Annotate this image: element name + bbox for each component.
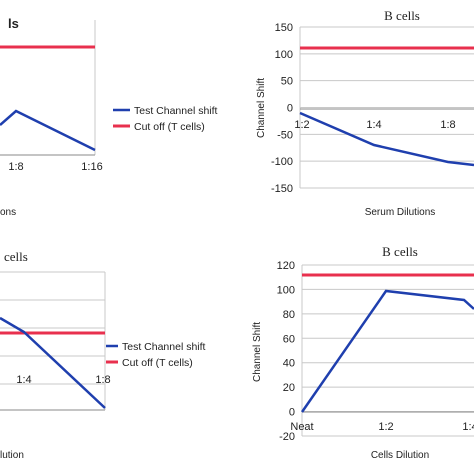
br-ytick-label: 20 [283, 382, 295, 394]
tl-title: ls [8, 16, 19, 31]
bl-legend: Test Channel shift Cut off (T cells) [106, 341, 206, 369]
tr-xtick-1-2: 1:2 [294, 119, 309, 131]
br-ylabel: Channel Shift [252, 322, 263, 382]
br-ytick-label: 60 [283, 333, 295, 345]
tr-ytick-label: 150 [275, 22, 293, 34]
br-ytick-label: 100 [277, 284, 295, 296]
tr-xtick-1-4: 1:4 [366, 119, 381, 131]
panel-bottom-right: B cells 120 100 80 60 40 20 0 -20 Channel Shift… [252, 244, 474, 461]
br-ytick-label: -20 [279, 431, 295, 443]
tl-legend-cutoff-label: Cut off (T cells) [134, 121, 205, 133]
tr-grid [299, 26, 474, 189]
tr-ylabel: Channel Shift [256, 78, 267, 138]
br-ytick-label: 40 [283, 358, 295, 370]
tr-ytick-label: 0 [287, 103, 293, 115]
br-ytick-label: 120 [277, 260, 295, 272]
br-yticks: 120 100 80 60 40 20 0 -20 [277, 260, 295, 443]
br-xtick-neat: Neat [290, 421, 313, 433]
tl-xtick-1-16: 1:16 [81, 161, 102, 173]
tl-legend-test-label: Test Channel shift [134, 105, 218, 117]
bl-legend-cutoff-label: Cut off (T cells) [122, 357, 193, 369]
br-xtick-1-4: 1:4 [462, 421, 474, 433]
tl-test-line [0, 109, 96, 152]
tr-test-line [299, 111, 474, 167]
panel-bottom-left: cells 1:4 1:8 lution Test Channel shift … [0, 249, 206, 461]
tr-ytick-label: 50 [281, 76, 293, 88]
br-xlabel: Cells Dilution [371, 450, 429, 461]
bl-grid [0, 271, 106, 411]
bl-xtick-1-8: 1:8 [95, 374, 110, 386]
bl-xlabel: lution [0, 450, 24, 461]
tr-yticks: 150 100 50 0 -50 -100 -150 [271, 22, 293, 195]
bl-test-line [0, 316, 106, 409]
tr-xlabel: Serum Dilutions [365, 207, 436, 218]
br-xtick-1-2: 1:2 [378, 421, 393, 433]
tr-ytick-label: -150 [271, 183, 293, 195]
bl-legend-test-label: Test Channel shift [122, 341, 206, 353]
br-ytick-label: 80 [283, 309, 295, 321]
panel-top-right: B cells 150 100 50 0 -50 -100 -150 Channel Shi… [256, 8, 474, 218]
bl-xtick-1-4: 1:4 [16, 374, 31, 386]
tr-xtick-1-8: 1:8 [440, 119, 455, 131]
tl-legend: Test Channel shift Cut off (T cells) [113, 105, 218, 133]
tl-xtick-1-8: 1:8 [8, 161, 23, 173]
tr-ytick-label: 100 [275, 49, 293, 61]
bl-title: cells [4, 249, 28, 264]
panel-top-left: ls 1:8 1:16 ons Test Channel shift Cut o… [0, 16, 218, 218]
tr-title: B cells [384, 8, 420, 23]
tr-ytick-label: -100 [271, 156, 293, 168]
tl-xlabel: ons [0, 207, 16, 218]
tr-ytick-label: -50 [277, 129, 293, 141]
br-ytick-label: 0 [289, 407, 295, 419]
br-test-line [300, 289, 474, 413]
br-title: B cells [382, 244, 418, 259]
